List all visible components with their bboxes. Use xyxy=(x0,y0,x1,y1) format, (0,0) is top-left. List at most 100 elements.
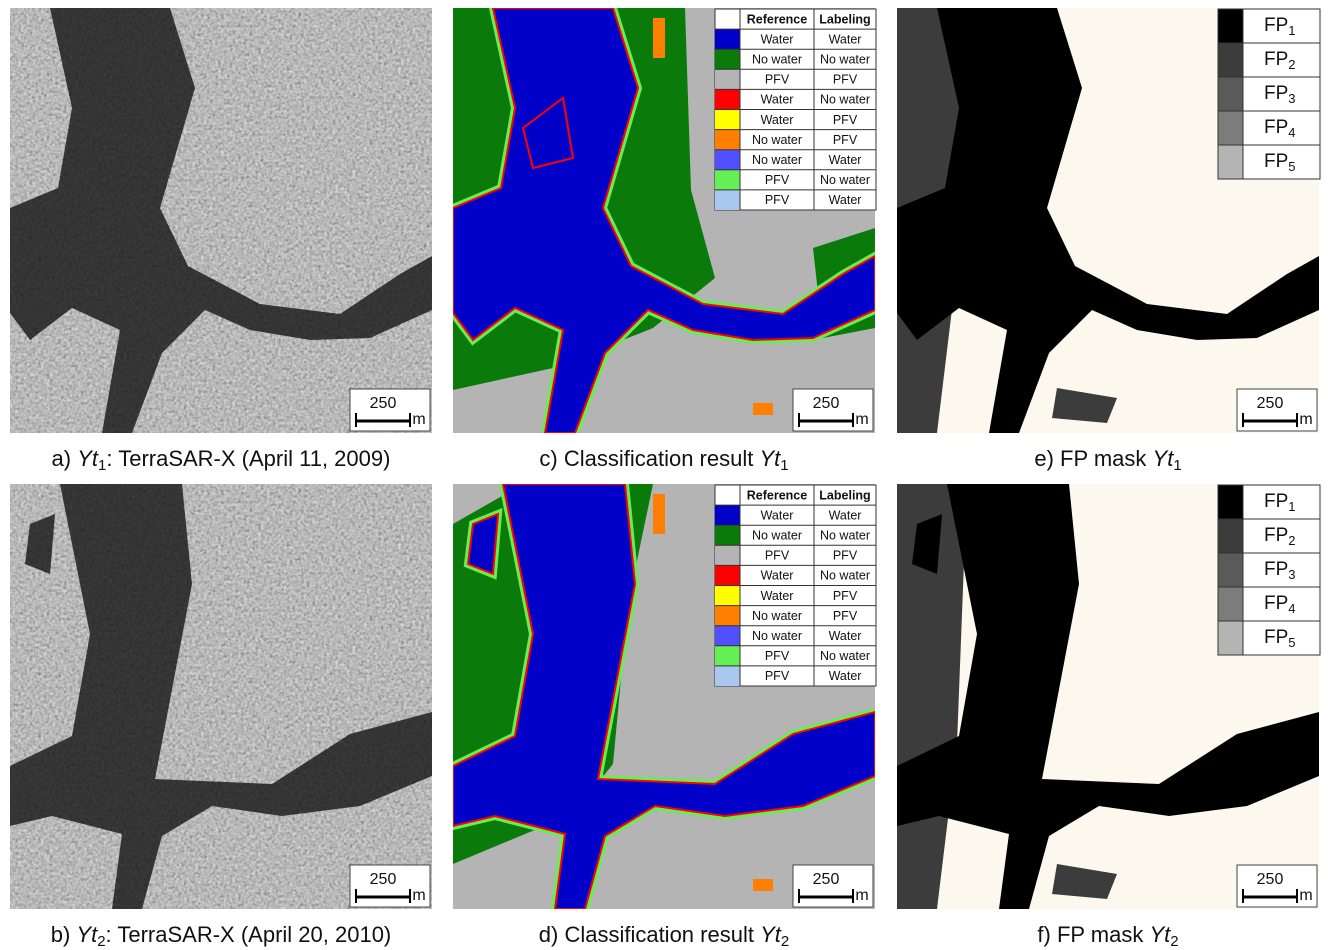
caption-subscript: 1 xyxy=(1173,457,1181,474)
panel-image xyxy=(10,8,432,433)
legend-labeling: Water xyxy=(829,32,862,46)
legend-swatch xyxy=(715,646,740,666)
legend-label-sub: 3 xyxy=(1288,91,1295,106)
legend-label-sub: 1 xyxy=(1288,23,1295,38)
scale-bar: 250 m xyxy=(350,389,430,431)
legend-label-sub: 5 xyxy=(1288,159,1295,174)
legend-reference: PFV xyxy=(765,193,790,207)
legend-labeling: Water xyxy=(829,629,862,643)
legend-label-main: FP xyxy=(1264,117,1288,138)
caption-suffix: : TerraSAR-X (April 11, 2009) xyxy=(106,446,390,471)
legend-labeling: No water xyxy=(820,649,870,663)
panel: 250 m Reference Labeling Water Water No water N… xyxy=(453,8,876,433)
legend-labeling: Water xyxy=(829,193,862,207)
legend-swatch xyxy=(715,49,740,69)
legend-labeling: Water xyxy=(829,508,862,522)
legend-labeling: No water xyxy=(820,53,870,67)
legend-label-main: FP xyxy=(1264,49,1288,70)
panel: 250mReferenceLabelingWaterWaterNo waterN… xyxy=(453,484,876,909)
caption: b) Yt2: TerraSAR-X (April 20, 2010) xyxy=(51,922,392,950)
caption: c) Classification result Yt1 xyxy=(539,446,788,474)
legend-swatch xyxy=(1218,77,1243,111)
legend-header: Labeling xyxy=(819,488,870,502)
legend-swatch xyxy=(715,190,740,210)
caption-subscript: 1 xyxy=(780,457,788,474)
legend-swatch xyxy=(715,69,740,89)
scale-length: 250 xyxy=(370,871,397,888)
legend-reference: No water xyxy=(752,53,802,67)
scale-unit: m xyxy=(412,411,425,428)
legend-swatch xyxy=(715,565,740,585)
legend-labeling: PFV xyxy=(833,609,858,623)
legend-reference: No water xyxy=(752,133,802,147)
legend-reference: Water xyxy=(761,93,794,107)
legend-label-sub: 4 xyxy=(1288,125,1295,140)
scale-bar: 250 m xyxy=(1237,865,1317,907)
legend-label-main: FP xyxy=(1264,525,1288,546)
legend-swatch xyxy=(715,545,740,565)
caption-subscript: 1 xyxy=(98,457,106,474)
caption: e) FP mask Yt1 xyxy=(1034,446,1181,474)
class-legend: Reference Labeling Water Water No water No wa… xyxy=(715,485,876,686)
class-legend: Reference Labeling Water Water No water No wa… xyxy=(715,9,876,210)
legend-reference: Water xyxy=(761,508,794,522)
caption-variable: Yt xyxy=(1153,446,1175,471)
legend-swatch xyxy=(1218,553,1243,587)
caption-variable: Yt xyxy=(1149,922,1171,947)
caption-subscript: 2 xyxy=(1170,933,1178,950)
legend-label-main: FP xyxy=(1264,83,1288,104)
caption-prefix: c) Classification result xyxy=(539,446,759,471)
legend-reference: PFV xyxy=(765,173,790,187)
legend-swatch xyxy=(1218,43,1243,77)
scale-unit: m xyxy=(1299,411,1312,428)
legend-swatch xyxy=(715,130,740,150)
legend-labeling: No water xyxy=(820,569,870,583)
legend-labeling: No water xyxy=(820,93,870,107)
legend-header: Labeling xyxy=(819,12,870,26)
legend-reference: PFV xyxy=(765,549,790,563)
legend-label-sub: 2 xyxy=(1288,533,1295,548)
caption: d) Classification result Yt2 xyxy=(539,922,789,950)
caption: a) Yt1: TerraSAR-X (April 11, 2009) xyxy=(52,446,391,474)
legend-swatch xyxy=(715,606,740,626)
legend-label-main: FP xyxy=(1264,151,1288,172)
legend-swatch xyxy=(1218,111,1243,145)
caption-variable: Yt xyxy=(76,922,98,947)
caption-variable: Yt xyxy=(759,446,781,471)
legend-swatch xyxy=(715,525,740,545)
legend-swatch xyxy=(1218,519,1243,553)
caption-prefix: b) xyxy=(51,922,77,947)
legend-label-sub: 2 xyxy=(1288,57,1295,72)
legend-reference: Water xyxy=(761,113,794,127)
legend-swatch xyxy=(715,89,740,109)
panel-image xyxy=(10,484,432,909)
legend-header: Reference xyxy=(747,12,807,26)
legend-reference: No water xyxy=(752,529,802,543)
scale-unit: m xyxy=(1299,887,1312,904)
legend-reference: Water xyxy=(761,589,794,603)
scale-length: 250 xyxy=(370,395,397,412)
scale-length: 250 xyxy=(813,395,840,412)
legend-swatch xyxy=(715,666,740,686)
caption-subscript: 2 xyxy=(781,933,789,950)
legend-swatch xyxy=(1218,621,1243,655)
scale-length: 250 xyxy=(1257,871,1284,888)
legend-label-main: FP xyxy=(1264,15,1288,36)
legend-swatch xyxy=(1218,587,1243,621)
legend-labeling: PFV xyxy=(833,113,858,127)
legend-swatch xyxy=(715,150,740,170)
legend-swatch xyxy=(1218,145,1243,179)
scale-unit: m xyxy=(855,411,868,428)
legend-label-sub: 3 xyxy=(1288,567,1295,582)
legend-reference: No water xyxy=(752,629,802,643)
legend-swatch xyxy=(715,110,740,130)
legend-header: Reference xyxy=(747,488,807,502)
panel: 250 m xyxy=(10,8,432,433)
legend-label-main: FP xyxy=(1264,593,1288,614)
legend-reference: Water xyxy=(761,32,794,46)
legend-reference: Water xyxy=(761,569,794,583)
